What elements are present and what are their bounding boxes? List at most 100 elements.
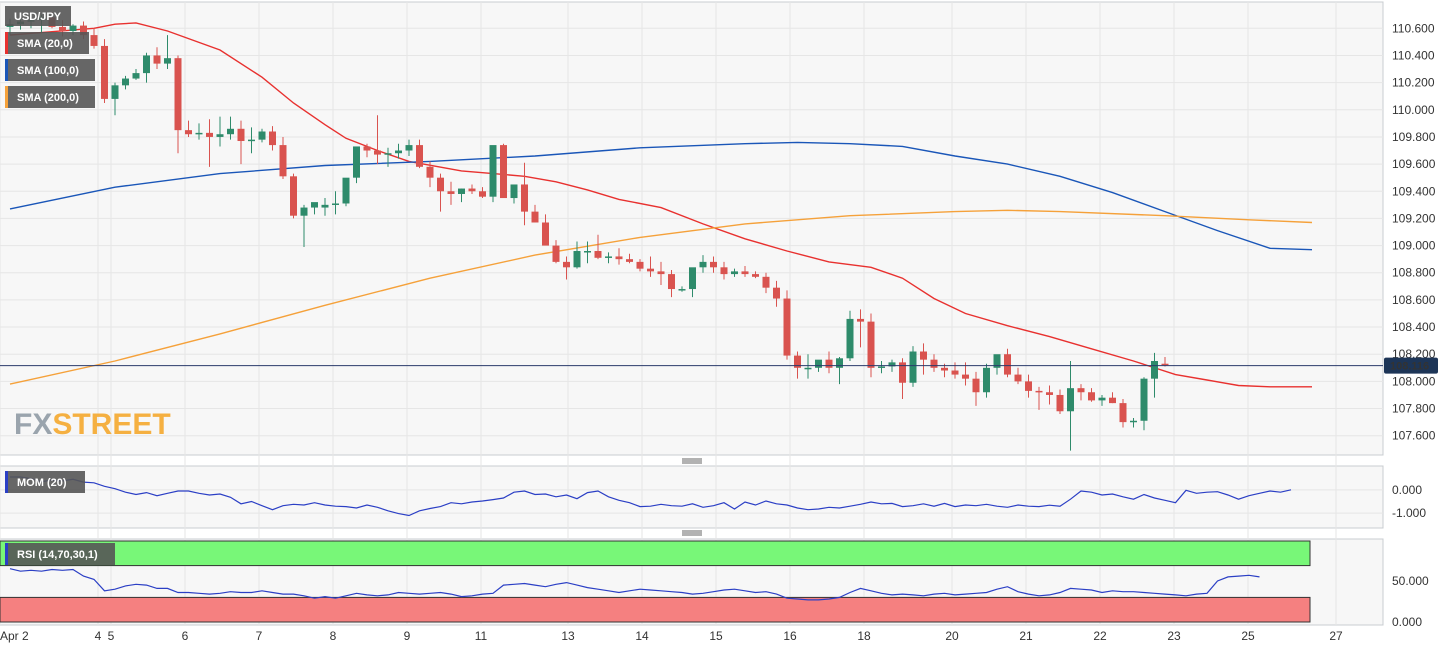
candle-body: [511, 184, 518, 198]
price-tick-label: 109.600: [1392, 157, 1436, 171]
sma20-legend[interactable]: SMA (20,0): [5, 32, 89, 54]
candle: [101, 39, 108, 103]
momentum-tick-label: 0.000: [1392, 483, 1422, 497]
price-tick-label: 109.400: [1392, 184, 1436, 198]
price-tick-label: 110.400: [1392, 48, 1435, 62]
candle: [784, 290, 791, 359]
candle-body: [878, 366, 885, 368]
candle-body: [910, 352, 917, 383]
candle-body: [700, 262, 707, 267]
candle-body: [448, 191, 455, 194]
candle-body: [143, 55, 150, 73]
candle-body: [731, 271, 738, 274]
candle-body: [553, 246, 560, 262]
candle: [290, 174, 297, 219]
candle-body: [626, 259, 633, 262]
candle-body: [805, 368, 812, 370]
candle-body: [595, 251, 602, 258]
symbol-legend[interactable]: USD/JPY: [5, 6, 71, 26]
sma100-legend[interactable]: SMA (100,0): [5, 59, 95, 81]
candle-body: [647, 269, 654, 272]
time-tick-label: 18: [857, 629, 871, 643]
candle-body: [91, 35, 98, 46]
momentum-panel[interactable]: [0, 466, 1383, 528]
candle-body: [973, 379, 980, 393]
candle-body: [584, 251, 591, 253]
candle-body: [1046, 392, 1053, 395]
candle-body: [1099, 398, 1106, 401]
candle-body: [668, 274, 675, 289]
candle-body: [458, 189, 465, 194]
svg-text:RSI (14,70,30,1): RSI (14,70,30,1): [17, 549, 98, 561]
candle-body: [290, 176, 297, 215]
candle-body: [1025, 381, 1032, 391]
time-tick-label: 6: [182, 629, 189, 643]
candle-body: [983, 368, 990, 392]
svg-text:108.116: 108.116: [1390, 361, 1429, 373]
candle-body: [427, 167, 434, 178]
candle-body: [952, 371, 959, 375]
candle: [910, 346, 917, 387]
candle-body: [1067, 388, 1074, 411]
candle-body: [133, 73, 140, 78]
price-panel[interactable]: [0, 2, 1383, 455]
rsi-legend[interactable]: RSI (14,70,30,1): [5, 543, 115, 565]
candle-body: [416, 145, 423, 167]
candle-body: [742, 271, 749, 274]
candle-body: [637, 262, 644, 269]
time-tick-label: 8: [330, 629, 337, 643]
candle-body: [353, 146, 360, 177]
candle-body: [815, 360, 822, 368]
time-tick-label: 15: [709, 629, 723, 643]
candle-body: [689, 267, 696, 289]
candle-body: [59, 27, 66, 31]
candle-body: [164, 58, 171, 63]
candle-body: [269, 132, 276, 146]
candle-body: [206, 133, 213, 137]
candle-body: [868, 322, 875, 368]
candle-body: [826, 360, 833, 368]
candle-body: [227, 129, 234, 134]
candle-body: [406, 145, 413, 150]
candle-body: [721, 267, 728, 274]
time-tick-label: 22: [1093, 629, 1107, 643]
rsi-oversold-zone: [0, 597, 1310, 622]
price-tick-label: 107.800: [1392, 402, 1436, 416]
price-tick-label: 110.000: [1392, 103, 1435, 117]
candle-body: [1109, 398, 1116, 403]
candle-body: [784, 299, 791, 356]
candle-body: [385, 153, 392, 155]
candle-body: [962, 375, 969, 379]
candle-body: [1151, 361, 1158, 379]
price-tick-label: 110.200: [1392, 76, 1435, 90]
candle-body: [836, 358, 843, 368]
pane-resize-handle-1[interactable]: [682, 459, 702, 463]
time-tick-label: 21: [1019, 629, 1033, 643]
rsi-tick-label: 0.000: [1392, 615, 1422, 629]
candle-body: [763, 277, 770, 288]
candle-body: [196, 133, 203, 135]
pane-resize-handle-2[interactable]: [682, 531, 702, 535]
candle-body: [773, 288, 780, 299]
candle-body: [500, 145, 507, 198]
svg-text:USD/JPY: USD/JPY: [14, 11, 62, 23]
candle: [500, 144, 507, 198]
candle-body: [1036, 391, 1043, 393]
momentum-legend[interactable]: MOM (20): [5, 471, 85, 493]
candle-body: [322, 205, 329, 208]
candle-body: [1057, 395, 1064, 411]
candle-body: [1162, 364, 1169, 366]
time-tick-label: 25: [1241, 629, 1255, 643]
price-tick-label: 110.600: [1392, 21, 1435, 35]
candle: [353, 146, 360, 183]
candle-body: [710, 262, 717, 267]
price-tick-label: 108.000: [1392, 374, 1436, 388]
svg-text:SMA (200,0): SMA (200,0): [17, 92, 79, 104]
time-tick-label: 9: [404, 629, 411, 643]
candle-body: [574, 251, 581, 267]
sma200-legend[interactable]: SMA (200,0): [5, 86, 95, 108]
candle-body: [364, 146, 371, 150]
candle-body: [1141, 379, 1148, 421]
candle-body: [332, 203, 339, 205]
